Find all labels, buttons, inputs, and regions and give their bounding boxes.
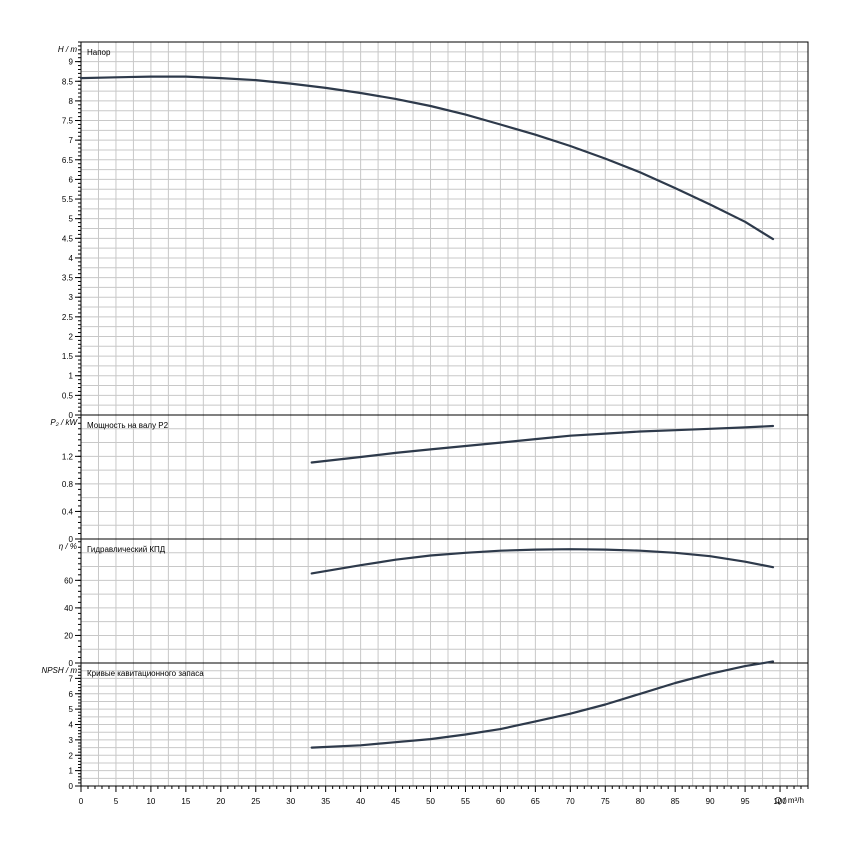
- y-tick-label: 1: [69, 372, 74, 381]
- y-tick-label: 3: [69, 293, 74, 302]
- x-tick-label: 30: [286, 797, 295, 806]
- x-axis: Q / m³/h 0 5 10 15 20 25 30 35 40 45 50 55 60 65 70 75 8…: [79, 786, 809, 806]
- x-tick-label: 5: [114, 797, 119, 806]
- y-tick-label: 5.5: [62, 195, 74, 204]
- x-tick-label: 70: [566, 797, 575, 806]
- x-tick-label: 60: [496, 797, 505, 806]
- y-tick-label: 0.4: [62, 507, 74, 516]
- y-tick-label: 0: [69, 782, 74, 791]
- panel-2: 0 0.4 0.8 1.2 P₂ / kW Мощность на валу P2: [50, 414, 809, 544]
- y-tick-label: 7: [69, 136, 74, 145]
- y-tick-label: 2: [69, 332, 74, 341]
- y-tick-label: 3: [69, 736, 74, 745]
- y-tick-label: 0: [69, 411, 74, 420]
- y-tick-label: 5: [69, 705, 74, 714]
- y-tick-label: 4: [69, 721, 74, 730]
- y-tick-label: 6.5: [62, 156, 74, 165]
- y-tick-label: 0.5: [62, 391, 74, 400]
- y-tick-label: 20: [64, 631, 73, 640]
- panel-title: Гидравлический КПД: [87, 545, 166, 554]
- y-tick-label: 9: [69, 58, 74, 67]
- y-tick-label: 0: [69, 535, 74, 544]
- series-line: [79, 75, 775, 241]
- y-tick-label: 1: [69, 767, 74, 776]
- y-tick-label: 4: [69, 254, 74, 263]
- y-tick-label: 6: [69, 690, 74, 699]
- x-tick-label: 50: [426, 797, 435, 806]
- x-tick-label: 0: [79, 797, 84, 806]
- x-tick-label: 55: [461, 797, 470, 806]
- x-tick-label: 80: [636, 797, 645, 806]
- y-axis-label: η / %: [59, 542, 77, 551]
- y-tick-label: 2.5: [62, 313, 74, 322]
- x-axis-label: Q / m³/h: [775, 796, 804, 805]
- y-tick-label: 7: [69, 674, 74, 683]
- panel-title: Кривые кавитационного запаса: [87, 669, 204, 678]
- y-axis-label: P₂ / kW: [50, 418, 78, 427]
- panel-3: 0 20 40 60 η / % Гидравлический КПД: [59, 538, 809, 668]
- y-axis-label: H / m: [58, 45, 77, 54]
- y-tick-label: 5: [69, 215, 74, 224]
- x-tick-label: 35: [321, 797, 330, 806]
- y-tick-label: 1.5: [62, 352, 74, 361]
- y-tick-label: 6: [69, 175, 74, 184]
- x-tick-label: 95: [741, 797, 750, 806]
- x-tick-label: 45: [391, 797, 400, 806]
- y-tick-label: 7.5: [62, 117, 74, 126]
- y-tick-label: 8: [69, 97, 74, 106]
- panel-title: Мощность на валу P2: [87, 421, 169, 430]
- y-tick-label: 3.5: [62, 274, 74, 283]
- y-tick-label: 60: [64, 576, 73, 585]
- chart-panels: 0 0.5 1 1.5 2 2.5 3 3.5 4 4.5 5 5.5 6 6.5 7 7.5 8 8.5 9 H /…: [41, 41, 809, 791]
- x-tick-label: 75: [601, 797, 610, 806]
- x-tick-label: 90: [706, 797, 715, 806]
- x-tick-label: 10: [146, 797, 155, 806]
- x-tick-label: 85: [671, 797, 680, 806]
- panel-1: 0 0.5 1 1.5 2 2.5 3 3.5 4 4.5 5 5.5 6 6.5 7 7.5 8 8.5 9 H /…: [58, 41, 809, 420]
- y-tick-label: 2: [69, 751, 74, 760]
- series-line: [310, 548, 775, 575]
- series-line: [310, 660, 775, 749]
- x-tick-label: 40: [356, 797, 365, 806]
- x-tick-label: 65: [531, 797, 540, 806]
- x-tick-label: 20: [216, 797, 225, 806]
- panel-title: Напор: [87, 48, 111, 57]
- y-axis-label: NPSH / m: [41, 666, 77, 675]
- y-tick-label: 0.8: [62, 480, 74, 489]
- y-tick-label: 40: [64, 604, 73, 613]
- y-tick-label: 8.5: [62, 77, 74, 86]
- y-tick-label: 4.5: [62, 234, 74, 243]
- x-tick-label: 25: [251, 797, 260, 806]
- x-tick-label: 100: [773, 797, 787, 806]
- x-tick-label: 15: [181, 797, 190, 806]
- y-tick-label: 1.2: [62, 452, 74, 461]
- y-tick-label: 0: [69, 659, 74, 668]
- series-line: [310, 424, 775, 464]
